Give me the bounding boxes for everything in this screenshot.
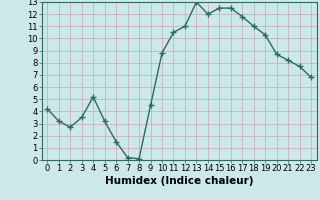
X-axis label: Humidex (Indice chaleur): Humidex (Indice chaleur)	[105, 176, 253, 186]
